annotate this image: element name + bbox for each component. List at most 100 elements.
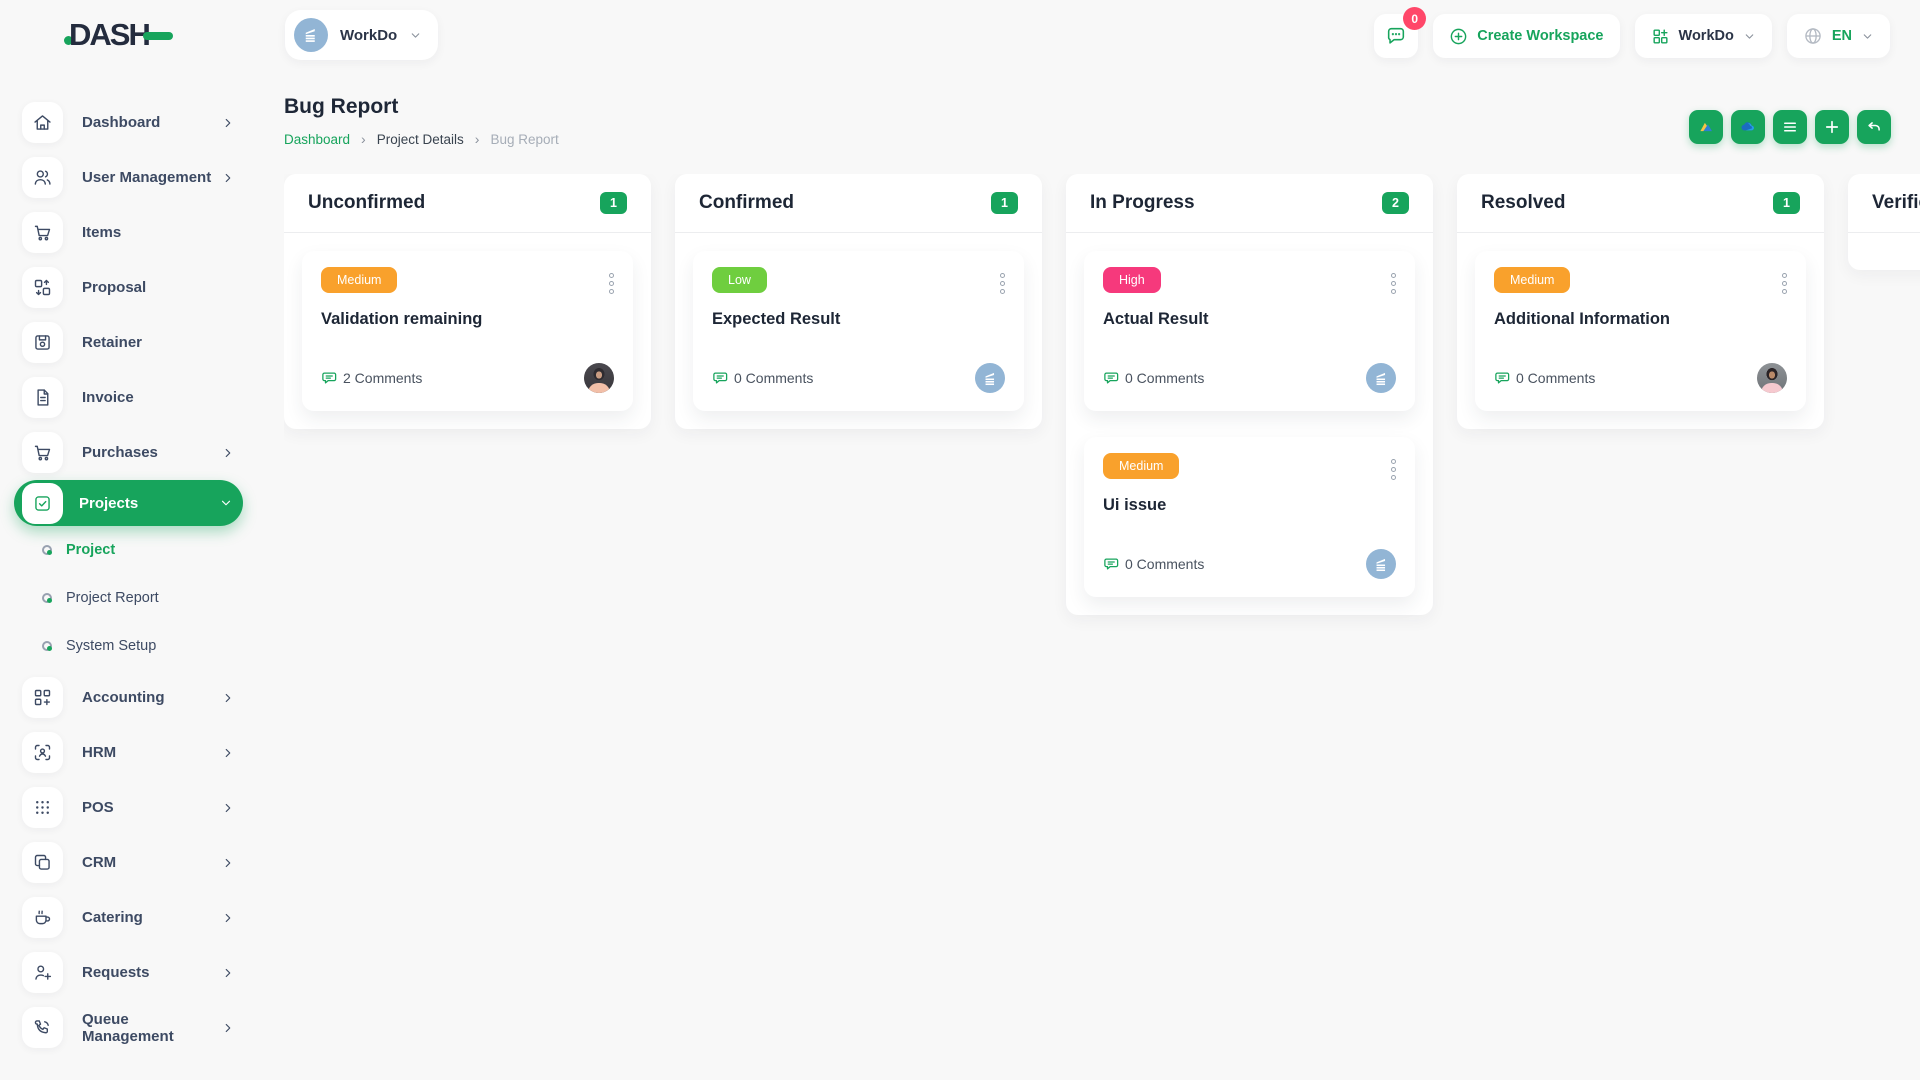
assignee-avatar[interactable] <box>1757 363 1787 393</box>
task-card[interactable]: High Actual Result 0 Comments <box>1084 251 1415 411</box>
sidebar-item-pos[interactable]: POS <box>0 780 257 835</box>
chevron-right-icon <box>225 693 231 702</box>
shopping-cart-icon <box>22 432 63 473</box>
google-drive-button[interactable] <box>1689 110 1723 144</box>
column-title: Unconfirmed <box>308 192 426 213</box>
globe-icon <box>1805 28 1821 44</box>
column-unconfirmed: Unconfirmed 1 Medium Validation remainin… <box>284 174 651 429</box>
task-card[interactable]: Medium Ui issue 0 Comments <box>1084 437 1415 597</box>
chevron-down-icon <box>1863 33 1872 39</box>
priority-badge: Medium <box>1103 453 1180 479</box>
comment-icon <box>1104 372 1119 384</box>
sidebar-item-requests[interactable]: Requests <box>0 945 257 1000</box>
card-menu-button[interactable] <box>609 267 614 297</box>
comments-count[interactable]: 0 Comments <box>712 369 813 387</box>
comments-count[interactable]: 0 Comments <box>1494 369 1595 387</box>
check-square-icon <box>22 482 63 524</box>
chevron-right-icon <box>225 913 231 922</box>
add-button[interactable] <box>1815 110 1849 144</box>
workspace-menu-button[interactable]: WorkDo <box>1634 14 1772 58</box>
column-header: Unconfirmed 1 <box>284 174 651 233</box>
sidebar-item-items[interactable]: Items <box>0 205 257 260</box>
onedrive-button[interactable] <box>1731 110 1765 144</box>
sidebar-item-crm[interactable]: CRM <box>0 835 257 890</box>
subitem-bullet-icon <box>42 545 52 555</box>
undo-arrow-icon <box>1868 122 1880 131</box>
messages-count-badge: 0 <box>1403 7 1427 30</box>
sidebar-item-proposal[interactable]: Proposal <box>0 260 257 315</box>
sidebar-item-dashboard[interactable]: Dashboard <box>0 95 257 150</box>
breadcrumb-separator: › <box>474 131 480 147</box>
card-menu-button[interactable] <box>1391 453 1396 483</box>
breadcrumb-separator: › <box>361 131 366 147</box>
language-selector[interactable]: EN <box>1786 14 1890 58</box>
assignee-avatar[interactable] <box>1366 549 1396 579</box>
list-view-button[interactable] <box>1773 110 1807 144</box>
breadcrumb: Dashboard › Project Details › Bug Report <box>284 131 559 147</box>
column-verified: Verified <box>1848 174 1920 270</box>
assignee-avatar[interactable] <box>975 363 1005 393</box>
sidebar-item-user-management[interactable]: User Management <box>0 150 257 205</box>
comments-count[interactable]: 2 Comments <box>321 369 422 387</box>
sidebar-item-catering[interactable]: Catering <box>0 890 257 945</box>
chevron-right-icon <box>225 748 231 757</box>
chevron-down-icon <box>221 500 231 506</box>
workspace-name: WorkDo <box>340 26 398 44</box>
sidebar-subitem-project[interactable]: Project <box>0 526 257 574</box>
chevron-right-icon <box>225 803 231 812</box>
breadcrumb-project-details-link[interactable]: Project Details <box>376 131 464 147</box>
sidebar-item-invoice[interactable]: Invoice <box>0 370 257 425</box>
users-icon <box>22 157 63 198</box>
assignee-avatar[interactable] <box>584 363 614 393</box>
building-icon <box>1376 372 1385 385</box>
workspace-selector[interactable]: WorkDo <box>285 10 439 60</box>
sidebar-subitem-system-setup[interactable]: System Setup <box>0 622 257 670</box>
column-confirmed: Confirmed 1 Low Expected Result 0 Commen… <box>675 174 1042 429</box>
workspace-menu-label: WorkDo <box>1678 28 1734 44</box>
chevron-right-icon <box>225 858 231 867</box>
breadcrumb-dashboard-link[interactable]: Dashboard <box>284 131 351 147</box>
task-card[interactable]: Medium Validation remaining 2 Comments <box>302 251 633 411</box>
top-bar: DASH WorkDo 0 <box>0 0 1920 71</box>
card-title: Expected Result <box>712 310 841 328</box>
sidebar-item-projects[interactable]: Projects <box>14 480 243 526</box>
sidebar-item-queue-management[interactable]: Queue Management <box>0 1000 257 1055</box>
sidebar-item-retainer[interactable]: Retainer <box>0 315 257 370</box>
column-title: Resolved <box>1481 192 1566 213</box>
comments-count[interactable]: 0 Comments <box>1103 555 1204 573</box>
column-count-badge: 1 <box>1773 192 1800 214</box>
back-button[interactable] <box>1857 110 1891 144</box>
card-menu-button[interactable] <box>1391 267 1396 297</box>
chevron-right-icon <box>225 173 231 182</box>
task-card[interactable]: Medium Additional Information 0 Comments <box>1475 251 1806 411</box>
messages-button[interactable]: 0 <box>1374 7 1427 58</box>
sidebar-item-accounting[interactable]: Accounting <box>0 670 257 725</box>
subitem-bullet-icon <box>42 641 52 651</box>
chevron-right-icon <box>225 968 231 977</box>
document-icon <box>22 377 63 418</box>
coffee-cup-icon <box>22 897 63 938</box>
create-workspace-button[interactable]: Create Workspace <box>1433 14 1620 58</box>
overlap-squares-icon <box>22 842 63 883</box>
comments-count[interactable]: 0 Comments <box>1103 369 1204 387</box>
priority-badge: High <box>1103 267 1161 293</box>
sidebar: Dashboard User Management Items Proposal… <box>0 71 257 1080</box>
dots-grid-icon <box>22 787 63 828</box>
save-icon <box>22 322 63 363</box>
column-in-progress: In Progress 2 High Actual Result 0 Comme… <box>1066 174 1433 615</box>
workspace-avatar <box>294 18 328 52</box>
column-count-badge: 1 <box>600 192 627 214</box>
card-menu-button[interactable] <box>1782 267 1787 297</box>
card-menu-button[interactable] <box>1000 267 1005 297</box>
sidebar-item-purchases[interactable]: Purchases <box>0 425 257 480</box>
column-header: Confirmed 1 <box>675 174 1042 233</box>
building-icon <box>305 29 315 42</box>
sidebar-item-hrm[interactable]: HRM <box>0 725 257 780</box>
plus-icon <box>1825 120 1839 134</box>
task-card[interactable]: Low Expected Result 0 Comments <box>693 251 1024 411</box>
app-logo[interactable]: DASH <box>64 17 173 53</box>
sidebar-subitem-project-report[interactable]: Project Report <box>0 574 257 622</box>
assignee-avatar[interactable] <box>1366 363 1396 393</box>
column-count-badge: 1 <box>991 192 1018 214</box>
chevron-right-icon <box>225 118 231 127</box>
